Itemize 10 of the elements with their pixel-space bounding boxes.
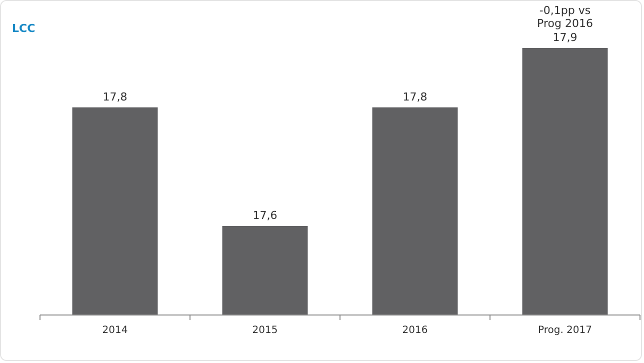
data-label: 17,8 (402, 90, 428, 104)
x-tick-label: 2015 (252, 325, 278, 336)
data-label: 17,9 (552, 31, 578, 44)
data-label: 17,6 (252, 209, 278, 222)
x-tick-label: 2016 (402, 325, 428, 336)
data-label: 17,8 (102, 90, 128, 104)
annotation: -0,1pp vs Prog 2016 (537, 4, 593, 30)
chart-title: LCC (12, 22, 36, 35)
x-tick-label: 2014 (102, 325, 128, 336)
x-tick-label: Prog. 2017 (538, 325, 592, 336)
